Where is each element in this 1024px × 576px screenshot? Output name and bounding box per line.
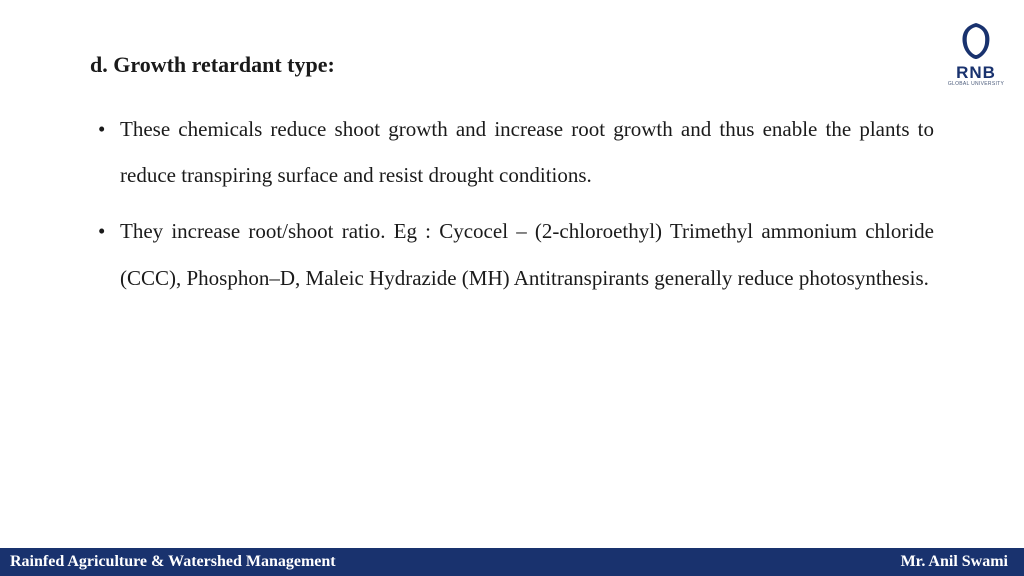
- bullet-list: These chemicals reduce shoot growth and …: [90, 106, 934, 301]
- footer-bar: Rainfed Agriculture & Watershed Manageme…: [0, 548, 1024, 576]
- section-heading: d. Growth retardant type:: [90, 52, 934, 78]
- logo-text: RNB: [946, 64, 1006, 81]
- list-item: They increase root/shoot ratio. Eg : Cyc…: [90, 208, 934, 300]
- university-logo: RNB GLOBAL UNIVERSITY: [946, 20, 1006, 87]
- footer-right: Mr. Anil Swami: [901, 553, 1008, 571]
- footer-left: Rainfed Agriculture & Watershed Manageme…: [10, 553, 336, 571]
- list-item: These chemicals reduce shoot growth and …: [90, 106, 934, 198]
- logo-mark-icon: [955, 20, 997, 62]
- logo-subtext: GLOBAL UNIVERSITY: [946, 82, 1006, 87]
- slide: RNB GLOBAL UNIVERSITY d. Growth retardan…: [0, 0, 1024, 576]
